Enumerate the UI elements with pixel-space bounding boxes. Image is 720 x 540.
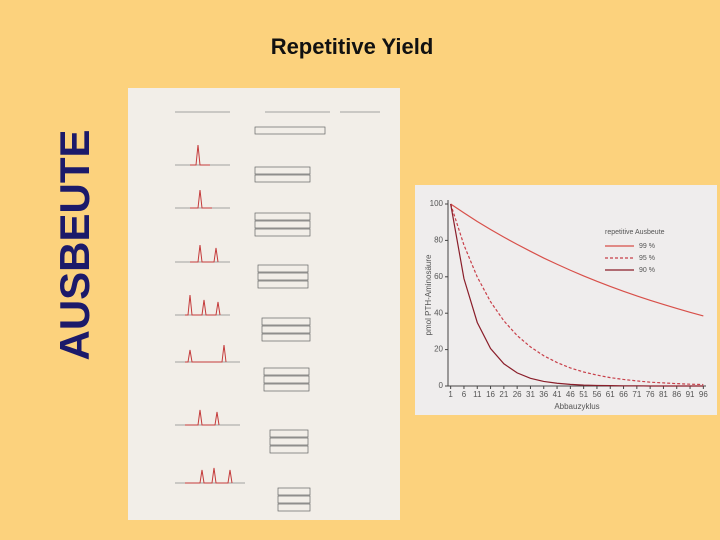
x-axis-label: Abbauzyklus <box>554 402 599 411</box>
y-tick-label: 80 <box>434 236 443 245</box>
x-tick-label: 51 <box>579 390 588 399</box>
legend-label: 99 % <box>639 243 655 250</box>
x-tick-label: 1 <box>448 390 453 399</box>
x-tick-label: 56 <box>592 390 601 399</box>
x-tick-label: 46 <box>566 390 575 399</box>
y-tick-label: 40 <box>434 308 443 317</box>
x-tick-label: 16 <box>486 390 495 399</box>
y-tick-label: 60 <box>434 272 443 281</box>
x-tick-label: 36 <box>539 390 548 399</box>
x-tick-label: 11 <box>473 390 482 399</box>
series-line <box>450 203 704 317</box>
scan-residue-rows <box>254 126 326 512</box>
x-tick-label: 81 <box>659 390 668 399</box>
side-label: AUSBEUTE <box>51 129 98 360</box>
y-axis-label: pmol PTH-Aminosäure <box>424 254 433 335</box>
scan-background <box>128 88 400 520</box>
x-tick-label: 21 <box>499 390 508 399</box>
legend-label: 95 % <box>639 255 655 262</box>
x-tick-label: 96 <box>699 390 708 399</box>
x-tick-label: 6 <box>462 390 467 399</box>
scanned-figure <box>128 88 400 520</box>
slide-title: Repetitive Yield <box>271 34 434 59</box>
series-line <box>450 203 704 387</box>
scan-peaks <box>185 144 233 484</box>
x-tick-label: 71 <box>632 390 641 399</box>
y-tick-label: 100 <box>430 199 444 208</box>
legend-label: 90 % <box>639 267 655 274</box>
x-tick-label: 91 <box>686 390 695 399</box>
x-tick-label: 61 <box>606 390 615 399</box>
legend-title: repetitive Ausbeute <box>605 229 665 236</box>
chart-background <box>415 185 717 415</box>
y-tick-label: 0 <box>439 381 444 390</box>
x-tick-label: 31 <box>526 390 535 399</box>
x-tick-label: 86 <box>672 390 681 399</box>
x-tick-label: 26 <box>513 390 522 399</box>
x-tick-label: 76 <box>646 390 655 399</box>
x-tick-label: 41 <box>553 390 562 399</box>
y-tick-label: 20 <box>434 345 443 354</box>
x-tick-label: 66 <box>619 390 628 399</box>
